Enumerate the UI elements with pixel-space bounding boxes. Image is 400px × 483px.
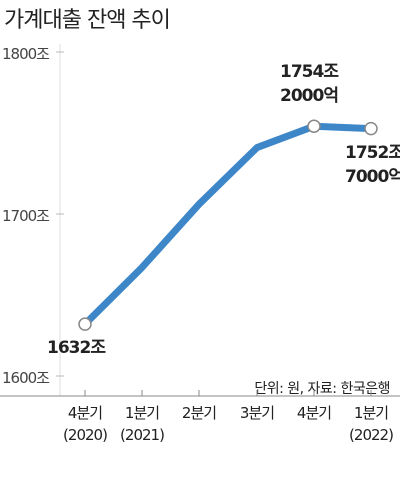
y-tick-label: 1600조	[2, 369, 50, 387]
x-tick-label: 1분기 (2021)	[120, 404, 165, 444]
x-tick-label: 1분기 (2022)	[349, 404, 394, 444]
x-tick-label: 4분기 (2020)	[63, 404, 108, 444]
data-label: 1754조 2000억	[280, 62, 339, 107]
line	[81, 122, 375, 328]
annotation: 단위: 원, 자료: 한국은행	[254, 381, 390, 397]
data-label: 1752조 7000억	[345, 142, 400, 187]
x-tick-label: 2분기	[181, 404, 217, 422]
chart-title: 가계대출 잔액 추이	[4, 8, 171, 33]
data-label: 1632조	[47, 338, 106, 359]
y-tick-label: 1800조	[2, 45, 50, 63]
x-tick-label: 3분기	[239, 404, 275, 422]
marker	[307, 119, 321, 133]
marker	[78, 317, 92, 331]
x-tick-label: 4분기	[296, 404, 332, 422]
y-tick-label: 1700조	[2, 207, 50, 225]
marker	[364, 121, 378, 136]
